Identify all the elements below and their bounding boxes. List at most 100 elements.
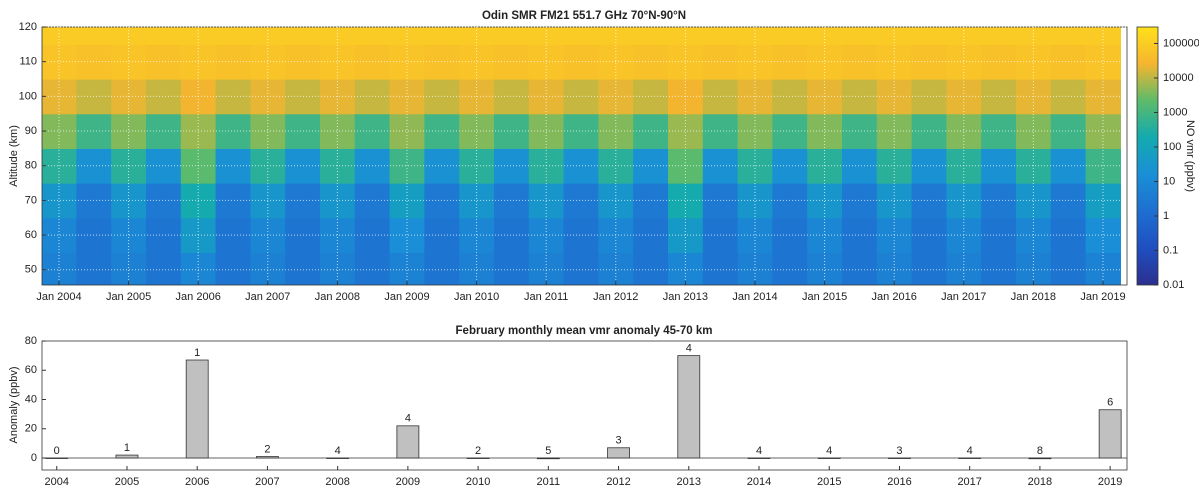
y-tick-label: 20 <box>25 423 37 435</box>
heat-cell <box>493 27 530 45</box>
heat-cell <box>145 217 182 254</box>
x-tick-label: Jan 2018 <box>1011 291 1056 303</box>
bar <box>1098 409 1122 459</box>
y-tick-label: 80 <box>25 160 37 172</box>
heat-cell <box>42 79 77 115</box>
heat-cell <box>145 79 182 115</box>
heat-cell <box>1085 113 1121 149</box>
colorbar-tick-label: 1000 <box>1163 106 1187 118</box>
heat-cell <box>667 113 704 149</box>
x-tick-label: 2004 <box>45 476 69 488</box>
y-tick-label: 40 <box>25 393 37 405</box>
heat-cell <box>215 148 251 184</box>
heat-cell <box>215 183 251 219</box>
bar-annotation: 4 <box>405 413 411 425</box>
heat-cell <box>42 217 77 254</box>
x-tick-label: 2013 <box>677 476 701 488</box>
bar <box>396 425 420 459</box>
bar-annotation: 1 <box>124 442 130 454</box>
heat-cell <box>215 217 251 254</box>
x-tick-label: 2019 <box>1098 476 1122 488</box>
heat-cell <box>563 27 599 45</box>
heat-cell <box>528 27 565 45</box>
heat-cell <box>737 183 773 219</box>
x-tick-label: 2005 <box>115 476 139 488</box>
bar <box>256 456 279 459</box>
y-axis-label: Altitude (km) <box>8 125 20 187</box>
x-tick-label: 2009 <box>396 476 420 488</box>
heat-cell <box>354 27 391 45</box>
bar-annotation: 5 <box>545 445 551 457</box>
heat-cell <box>981 252 1017 285</box>
x-tick-label: Jan 2019 <box>1080 291 1125 303</box>
heat-cell <box>145 252 182 285</box>
x-tick-label: Jan 2008 <box>315 291 360 303</box>
y-tick-label: 50 <box>25 264 37 276</box>
heat-cell <box>319 183 356 219</box>
heat-cell <box>1085 217 1121 254</box>
x-tick-label: Jan 2016 <box>872 291 917 303</box>
heat-cell <box>145 27 182 45</box>
x-tick-label: Jan 2004 <box>36 291 81 303</box>
heat-cell <box>145 183 182 219</box>
x-tick-label: Jan 2017 <box>941 291 986 303</box>
y-tick-label: 60 <box>25 229 37 241</box>
bar-annotation: 6 <box>1107 397 1113 409</box>
heat-cell <box>319 113 356 149</box>
heatmap <box>42 27 1121 285</box>
heat-cell <box>772 27 808 45</box>
y-tick-label: 120 <box>19 21 37 33</box>
heat-cell <box>1085 183 1121 219</box>
bar-annotation: 4 <box>826 445 832 457</box>
heat-cell <box>911 252 947 285</box>
bar <box>326 457 350 459</box>
heat-cell <box>42 113 77 149</box>
x-tick-label: Jan 2007 <box>245 291 290 303</box>
bar-annotation: 4 <box>967 445 973 457</box>
heat-cell <box>354 252 391 285</box>
x-tick-label: Jan 2010 <box>454 291 499 303</box>
heat-cell <box>911 148 947 184</box>
heat-cell <box>459 27 495 45</box>
colorbar-tick-label: 10 <box>1163 175 1175 187</box>
heat-cell <box>215 79 251 115</box>
heat-cell <box>493 217 530 254</box>
y-tick-label: 60 <box>25 364 37 376</box>
heat-cell <box>841 113 878 149</box>
heat-cell <box>598 27 634 45</box>
heat-cell <box>981 27 1017 45</box>
bar-annotation: 1 <box>194 347 200 359</box>
bar <box>817 457 841 459</box>
x-tick-label: 2008 <box>325 476 349 488</box>
bar <box>607 447 630 459</box>
heat-cell <box>911 217 947 254</box>
x-tick-label: 2015 <box>817 476 841 488</box>
heat-cell <box>667 27 704 45</box>
bar <box>1028 457 1052 460</box>
y-tick-label: 100 <box>19 90 37 102</box>
bar-annotation: 4 <box>686 343 692 355</box>
bar-annotation: 3 <box>896 445 902 457</box>
heat-cell <box>772 252 808 285</box>
heat-cell <box>215 113 251 149</box>
heat-cell <box>42 148 77 184</box>
heat-cell <box>42 44 77 80</box>
x-tick-label: 2016 <box>887 476 911 488</box>
top-title: Odin SMR FM21 551.7 GHz 70°N-90°N <box>482 10 686 22</box>
heat-cell <box>424 27 460 45</box>
heat-cell <box>145 113 182 149</box>
colorbar <box>1136 26 1159 286</box>
heat-cell <box>841 27 878 45</box>
x-tick-label: Jan 2011 <box>524 291 568 303</box>
heat-cell <box>319 44 356 80</box>
x-tick-label: Jan 2006 <box>176 291 221 303</box>
x-tick-label: Jan 2015 <box>802 291 847 303</box>
bar <box>45 457 69 459</box>
heat-cell <box>250 27 286 45</box>
heat-cell <box>1050 252 1087 285</box>
heat-cell <box>841 148 878 184</box>
heat-cell <box>563 44 599 80</box>
heat-cell <box>180 27 217 45</box>
heat-cell <box>1015 183 1052 219</box>
y-tick-label: 110 <box>19 56 37 68</box>
